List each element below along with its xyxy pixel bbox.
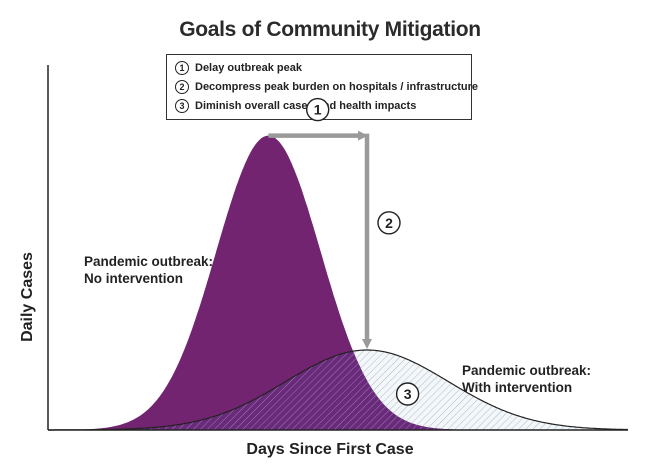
annotation-2-circle bbox=[377, 211, 401, 235]
legend-marker-1: 1 bbox=[175, 61, 189, 75]
chart-title: Goals of Community Mitigation bbox=[179, 18, 481, 41]
annotation-1-text: 1 bbox=[314, 102, 322, 118]
legend-item-2: 2 Decompress peak burden on hospitals / … bbox=[175, 80, 478, 94]
label-no-intervention: Pandemic outbreak: No intervention bbox=[84, 253, 213, 287]
annotation-2-text: 2 bbox=[385, 215, 393, 231]
label-with-intervention: Pandemic outbreak: With intervention bbox=[462, 362, 591, 396]
legend-marker-3: 3 bbox=[175, 99, 189, 113]
y-axis-label: Daily Cases bbox=[19, 252, 36, 342]
legend: 1 Delay outbreak peak 2 Decompress peak … bbox=[166, 54, 478, 120]
label-no-intervention-line1: Pandemic outbreak: bbox=[84, 254, 214, 269]
legend-text-1: Delay outbreak peak bbox=[195, 62, 302, 74]
label-no-intervention-line2: No intervention bbox=[84, 271, 184, 286]
label-with-intervention-line2: With intervention bbox=[462, 380, 573, 395]
legend-text-3: Diminish overall cases and health impact… bbox=[195, 100, 417, 112]
annotation-3-circle bbox=[395, 382, 420, 406]
legend-text-2: Decompress peak burden on hospitals / in… bbox=[195, 81, 479, 93]
label-with-intervention-line1: Pandemic outbreak: bbox=[462, 363, 592, 378]
x-axis-label: Days Since First Case bbox=[246, 441, 414, 458]
legend-marker-2: 2 bbox=[175, 80, 189, 94]
legend-item-3: 3 Diminish overall cases and health impa… bbox=[175, 99, 416, 113]
annotation-3-text: 3 bbox=[404, 386, 412, 402]
line-with-intervention bbox=[48, 349, 628, 431]
legend-item-1: 1 Delay outbreak peak bbox=[175, 61, 302, 75]
annotation-1-circle bbox=[306, 97, 330, 122]
area-no-intervention bbox=[48, 135, 628, 430]
